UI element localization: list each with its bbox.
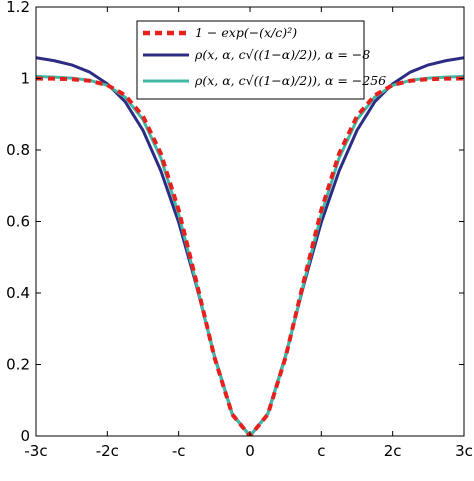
y-tick-label: 1.2 <box>6 0 30 16</box>
x-tick-label: 0 <box>245 442 255 460</box>
y-tick-label: 0.6 <box>6 213 30 231</box>
y-tick-label: 1 <box>20 70 30 88</box>
y-tick-label: 0.8 <box>6 141 30 159</box>
x-tick-label: 2c <box>384 442 402 460</box>
y-tick-label: 0.4 <box>6 284 30 302</box>
x-tick-label: c <box>317 442 325 460</box>
legend-label-0: 1 − exp(−(x/c)²) <box>195 25 297 40</box>
x-tick-label: -c <box>172 442 186 460</box>
y-tick-label: 0 <box>20 427 30 445</box>
legend-box <box>136 20 365 100</box>
series-layer <box>36 56 464 436</box>
ticks-layer: -3c -2c -c 0 c 2c 3c 0 0.2 0.4 0.6 0.8 1 1.2 <box>6 0 473 460</box>
x-tick-label: -2c <box>96 442 119 460</box>
x-tick-label: 3c <box>455 442 473 460</box>
legend: 1 − exp(−(x/c)²) ρ(x, α, c√((1−α)/2)), α … <box>136 20 386 100</box>
legend-label-2: ρ(x, α, c√((1−α)/2)), α = −256 <box>194 73 386 88</box>
x-tick-label: -3c <box>24 442 47 460</box>
legend-label-1: ρ(x, α, c√((1−α)/2)), α = −8 <box>194 47 370 62</box>
y-tick-label: 0.2 <box>6 356 30 374</box>
